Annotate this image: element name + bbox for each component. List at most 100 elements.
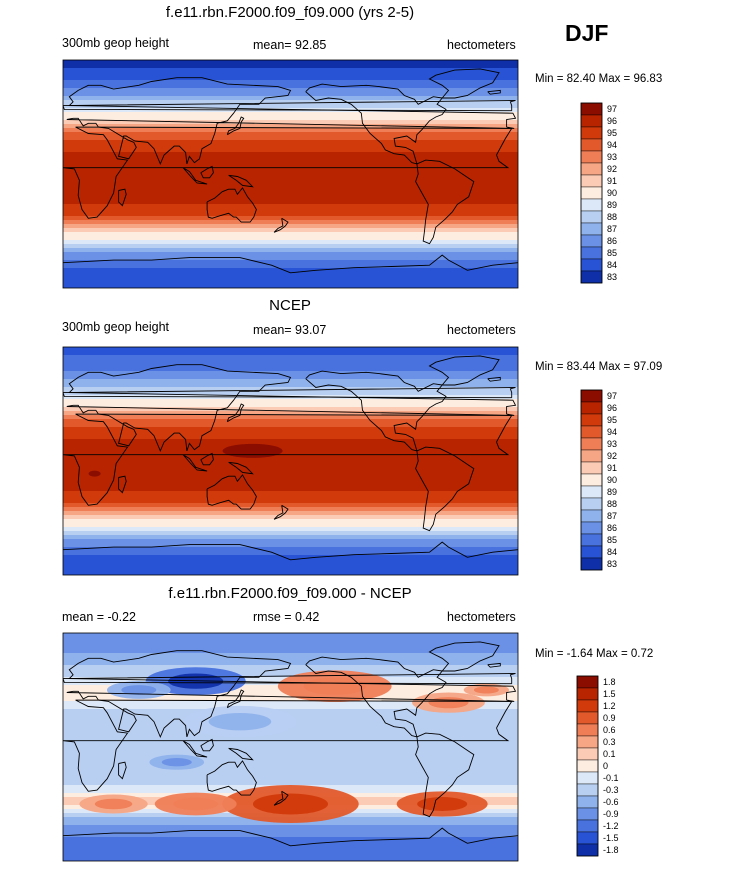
coastline: [182, 167, 208, 185]
contour-band: [63, 411, 518, 416]
colorbar-swatch: [580, 210, 603, 224]
panel2-minmax: Min = 83.44 Max = 97.09: [535, 361, 663, 373]
colorbar-tick-label: 89: [607, 487, 617, 497]
anomaly-core: [208, 712, 272, 731]
contour-band: [63, 471, 518, 476]
coastline: [63, 254, 518, 274]
coastline: [63, 827, 518, 847]
coastline: [273, 790, 289, 806]
coastline: [182, 740, 208, 758]
contour-band: [63, 463, 518, 468]
contour-band: [63, 697, 518, 702]
map-frame: [62, 346, 519, 576]
colorbar-tick-label: 92: [607, 451, 617, 461]
contour-band: [63, 753, 518, 758]
contour-band: [63, 637, 518, 642]
colorbar-swatch: [580, 413, 603, 427]
contour-band: [63, 443, 518, 448]
contour-band: [63, 837, 518, 842]
colorbar-tick-label: 88: [607, 212, 617, 222]
colorbar-tick-label: 91: [607, 463, 617, 473]
contour-band: [63, 701, 518, 706]
contour-band: [63, 264, 518, 269]
colorbar-tick-label: 97: [607, 391, 617, 401]
coastline: [273, 217, 289, 233]
panel2-left-label: 300mb geop height: [62, 320, 170, 334]
contour-band: [63, 781, 518, 786]
coastline: [226, 689, 245, 709]
colorbar-swatch: [580, 521, 603, 535]
contour-band: [63, 116, 518, 121]
contour-band: [63, 260, 518, 265]
coastline: [200, 738, 214, 752]
colorbar-tick-label: 0.3: [603, 737, 616, 747]
contour-band: [63, 777, 518, 782]
contour-band: [63, 180, 518, 185]
colorbar-tick-label: 95: [607, 415, 617, 425]
contour-band: [63, 431, 518, 436]
colorbar-frame: [580, 102, 603, 284]
colorbar-swatch: [580, 425, 603, 439]
colorbar-swatch: [576, 675, 599, 689]
colorbar-tick-label: 91: [607, 176, 617, 186]
contour-band: [63, 737, 518, 742]
contour-band: [63, 164, 518, 169]
colorbar-tick-label: 83: [607, 272, 617, 282]
panel3-left-label: mean = -0.22: [62, 610, 137, 624]
contour-band: [63, 705, 518, 710]
contour-band: [63, 284, 518, 288]
coastline: [428, 355, 500, 386]
contour-band: [63, 491, 518, 496]
contour-band: [63, 551, 518, 556]
contour-band: [63, 825, 518, 830]
colorbar-tick-label: 1.2: [603, 701, 616, 711]
coastline: [428, 641, 500, 672]
contour-band: [63, 653, 518, 658]
colorbar-tick-label: 94: [607, 427, 617, 437]
contour-band: [63, 64, 518, 69]
panel3-minmax: Min = -1.64 Max = 0.72: [535, 648, 654, 660]
colorbar-swatch: [576, 747, 599, 761]
colorbar-frame: [576, 675, 599, 857]
coastline: [273, 504, 289, 520]
coastline: [415, 446, 475, 532]
contour-band: [63, 200, 518, 205]
colorbar-swatch: [580, 114, 603, 128]
contour-band: [63, 657, 518, 662]
contour-band: [63, 60, 518, 65]
map-frame: [62, 59, 519, 289]
contour-band: [63, 252, 518, 257]
contour-band: [63, 523, 518, 528]
contour-band: [63, 547, 518, 552]
colorbar-frame: [580, 389, 603, 571]
contour-band: [63, 347, 518, 352]
contour-band: [63, 240, 518, 245]
colorbar-swatch: [580, 509, 603, 523]
coastline: [228, 747, 254, 761]
colorbar-swatch: [576, 699, 599, 713]
contour-band: [63, 435, 518, 440]
contour-band: [63, 467, 518, 472]
contour-band: [63, 483, 518, 488]
contour-band: [63, 136, 518, 141]
contour-band: [63, 148, 518, 153]
coastline: [226, 116, 245, 136]
panel2-center-label: mean= 93.07: [253, 323, 327, 337]
colorbar-tick-label: -1.8: [603, 845, 619, 855]
colorbar-tick-label: 86: [607, 523, 617, 533]
contour-band: [63, 68, 518, 73]
contour-band: [63, 741, 518, 746]
colorbar-swatch: [576, 735, 599, 749]
map-panel-2: [63, 347, 518, 575]
contour-band: [63, 280, 518, 285]
coastline: [305, 83, 447, 165]
colorbar-tick-label: 1.8: [603, 677, 616, 687]
anomaly-core: [428, 697, 469, 709]
coastline: [206, 474, 257, 510]
colorbar-swatch: [580, 497, 603, 511]
contour-band: [63, 571, 518, 575]
colorbar-tick-label: 93: [607, 152, 617, 162]
colorbar-tick-label: 85: [607, 535, 617, 545]
contour-band: [63, 399, 518, 404]
contour-band: [63, 487, 518, 492]
